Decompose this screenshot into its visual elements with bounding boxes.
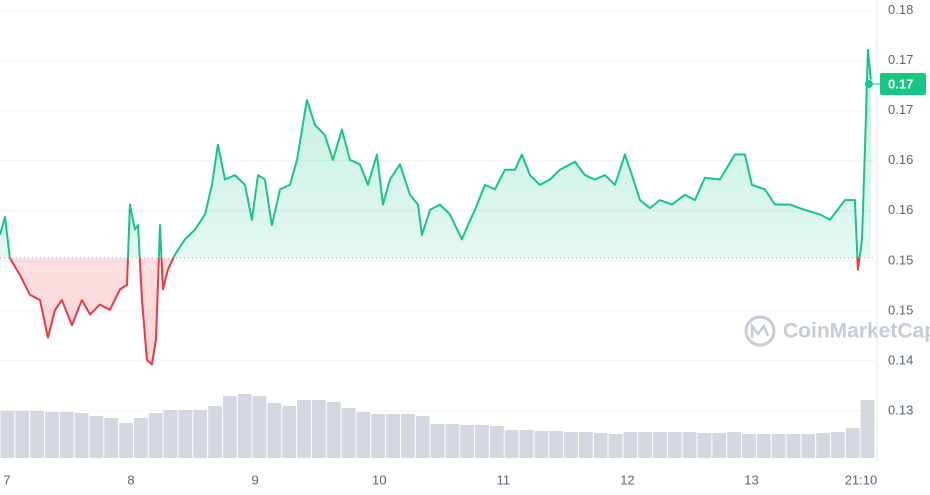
volume-bar [460,425,475,458]
volume-bar [860,400,875,458]
volume-bar [311,400,326,458]
volume-bar [564,432,578,458]
volume-bar [682,432,697,458]
price-line-up [0,49,872,259]
volume-bar [326,402,341,458]
volume-bar [801,434,816,458]
volume-bar [104,418,119,458]
x-tick-label: 12 [620,472,634,487]
current-price-label: 0.17 [888,76,913,91]
x-tick-label: 7 [3,472,10,487]
volume-bar [237,394,252,458]
volume-bar [653,432,667,458]
y-tick-label: 0.17 [888,102,913,117]
x-tick-label: 8 [127,472,134,487]
volume-bar [119,423,133,458]
volume-bar [786,434,801,458]
volume-bar [133,418,148,458]
volume-bar [608,434,623,458]
volume-bar [0,411,15,458]
x-tick-label: 21:10 [845,472,878,487]
volume-bar [89,416,104,458]
volume-bar [74,413,89,458]
volume-bar [623,432,638,458]
volume-bar [193,410,208,458]
volume-bar [44,412,59,458]
y-tick-label: 0.18 [888,2,913,17]
volume-bar [430,424,445,458]
y-tick-label: 0.15 [888,252,913,267]
volume-bar [727,432,742,458]
volume-bar [445,424,460,458]
volume-bar [341,408,356,458]
volume-bar [267,403,282,458]
volume-bar [178,410,193,458]
y-tick-label: 0.16 [888,152,913,167]
volume-bar [282,406,297,458]
volume-bar [578,432,593,458]
area-down [0,258,871,365]
volume-bar [400,414,415,458]
volume-bar [371,414,386,458]
volume-bar [30,411,44,458]
volume-bar [163,410,178,458]
volume-bar [15,411,30,458]
watermark-text: CoinMarketCap [783,320,930,343]
volume-bar [534,431,549,458]
volume-bar [148,413,163,458]
y-tick-label: 0.15 [888,302,913,317]
volume-bar [356,412,371,458]
volume-bar [297,400,311,458]
volume-bar [208,406,222,458]
y-tick-label: 0.16 [888,202,913,217]
volume-bar [59,412,74,458]
volume-bar [756,434,771,458]
volume-bar [638,432,653,458]
current-price-box [880,72,926,95]
current-price-dot [864,79,873,88]
volume-bar [742,434,756,458]
y-tick-label: 0.13 [888,402,913,417]
x-tick-label: 13 [744,472,758,487]
volume-bar [386,414,400,458]
volume-bar [816,433,831,458]
volume-bar [712,433,727,458]
volume-bar [549,431,564,458]
x-tick-label: 9 [252,472,259,487]
x-tick-label: 10 [372,472,386,487]
volume-bar [667,432,682,458]
volume-bar [593,433,608,458]
volume-bar [845,428,860,458]
volume-bar [489,426,504,458]
y-tick-label: 0.14 [888,352,913,367]
volume-bar [831,432,845,458]
volume-bar [697,433,712,458]
volume-bar [222,396,237,458]
watermark: CoinMarketCap [744,315,930,347]
volume-bar [504,430,519,458]
volume-bar [771,434,786,458]
x-tick-label: 11 [497,472,511,487]
volume-bar [475,425,489,458]
volume-bar [252,396,267,458]
y-tick-label: 0.17 [888,52,913,67]
volume-bar [519,430,534,458]
volume-bar [415,416,430,458]
